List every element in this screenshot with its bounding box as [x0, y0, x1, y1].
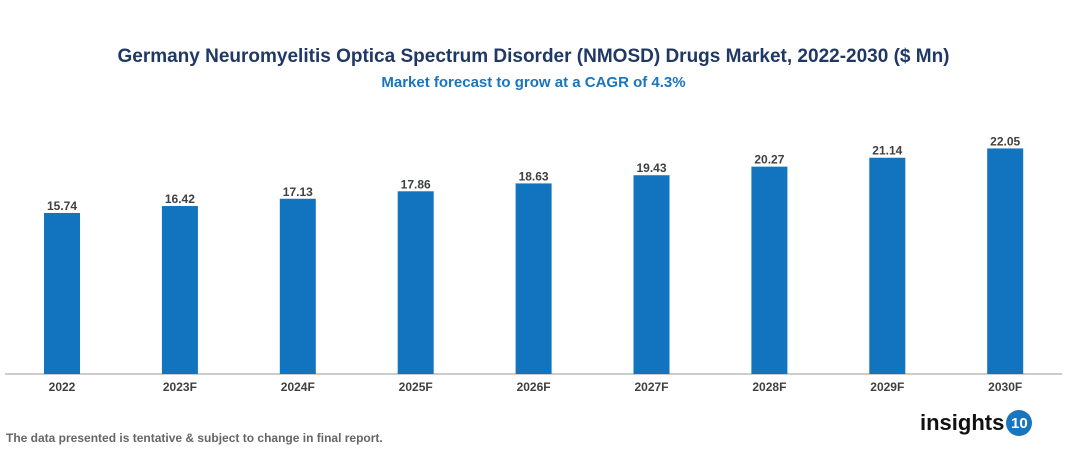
logo-text: insights [920, 410, 1005, 435]
x-tick-label: 2028F [752, 380, 786, 394]
bar-2026F [515, 183, 552, 374]
data-label: 16.42 [165, 192, 195, 206]
data-label: 15.74 [47, 199, 77, 213]
bar-2023F [161, 206, 198, 374]
insights10-logo: insights 10 [920, 410, 1033, 436]
x-tick-label: 2023F [163, 380, 197, 394]
x-tick-label: 2030F [988, 380, 1022, 394]
data-label: 22.05 [990, 134, 1020, 148]
data-label: 18.63 [519, 169, 549, 183]
data-label: 17.13 [283, 185, 313, 199]
data-label: 20.27 [754, 153, 784, 167]
data-label: 19.43 [636, 161, 666, 175]
bar-2024F [279, 198, 316, 374]
bar-2025F [397, 191, 434, 374]
disclaimer-note: The data presented is tentative & subjec… [6, 431, 383, 445]
x-tick-label: 2026F [517, 380, 551, 394]
x-tick-label: 2025F [399, 380, 433, 394]
data-label: 21.14 [872, 144, 902, 158]
bar-2030F [987, 148, 1024, 374]
data-label: 17.86 [401, 177, 431, 191]
x-tick-label: 2024F [281, 380, 315, 394]
chart-title: Germany Neuromyelitis Optica Spectrum Di… [117, 46, 950, 67]
chart-subtitle: Market forecast to grow at a CAGR of 4.3… [381, 74, 686, 91]
bar-2028F [751, 166, 788, 374]
bar-2027F [633, 175, 670, 374]
logo-number: 10 [1006, 410, 1033, 436]
x-tick-label: 2022 [49, 380, 76, 394]
x-tick-label: 2027F [634, 380, 668, 394]
bar-2029F [869, 157, 906, 374]
x-tick-label: 2029F [870, 380, 904, 394]
bar-2022 [44, 212, 80, 374]
